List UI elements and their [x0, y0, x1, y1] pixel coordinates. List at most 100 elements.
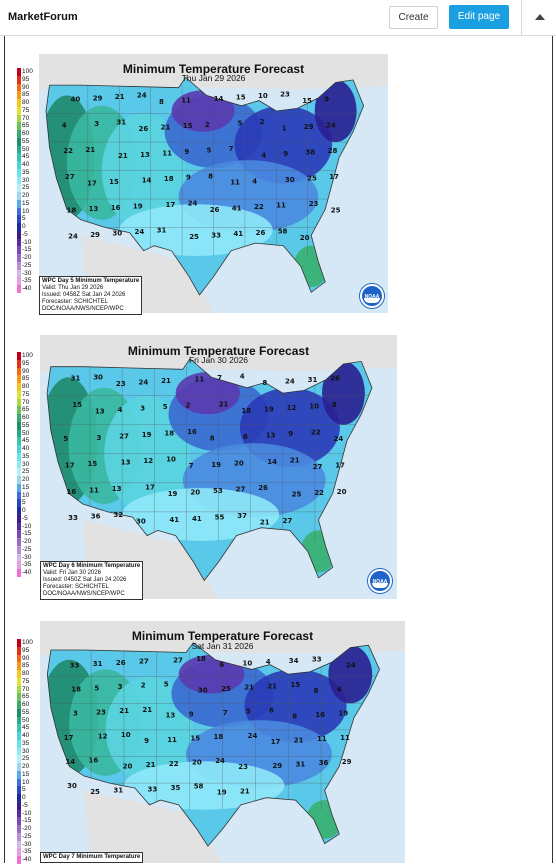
temperature-value: 18 [214, 733, 224, 741]
temperature-value: 11 [276, 202, 286, 210]
legend-swatch [17, 99, 21, 108]
temperature-value: 32 [113, 511, 123, 519]
canada-land [40, 621, 405, 655]
temperature-value: 3 [97, 434, 102, 442]
temperature-value: 25 [292, 491, 302, 499]
temperature-value: 24 [248, 732, 258, 740]
temperature-value: 26 [330, 375, 340, 383]
legend-swatch [17, 359, 21, 368]
map-date-1: Thu Jan 29 2026 [181, 73, 246, 83]
temperature-value: 16 [111, 204, 121, 212]
legend-swatch [17, 414, 21, 423]
us-outline [46, 642, 380, 847]
forecast-map-3[interactable]: 33 31 26 27 27 18 6 10 4 34 33 24 18 5 3 2 5 30 25 21 21 15 8 4… [40, 621, 405, 863]
temperature-value: 41 [232, 205, 242, 213]
legend-swatch [17, 530, 21, 539]
temperature-value: 13 [89, 205, 99, 213]
temperature-value: 23 [309, 200, 319, 208]
collapse-toggle[interactable] [521, 0, 556, 36]
legend-label: 85 [22, 662, 30, 670]
temperature-value: 6 [269, 706, 274, 714]
temperature-value: 21 [142, 706, 152, 714]
info-agency: DOC/NOAA/NWS/NCEP/WPC [42, 306, 124, 312]
temperature-value: 9 [144, 737, 149, 745]
legend-label: 60 [22, 701, 30, 708]
legend-label: 25 [22, 184, 30, 192]
legend-label: 20 [22, 192, 30, 199]
create-button[interactable]: Create [389, 6, 438, 29]
legend-swatch [17, 786, 21, 795]
temperature-value: 23 [280, 91, 290, 99]
temperature-value: 15 [291, 681, 301, 689]
temperature-value: 10 [121, 731, 131, 739]
legend-swatch [17, 176, 21, 185]
legend-swatch [17, 91, 21, 100]
legend-label: 5 [22, 499, 26, 507]
forecast-map-1[interactable]: 40 29 21 24 8 11 14 15 10 23 15 9 4 3 31 26 21 15 2 5 2 1 29 24… [39, 54, 388, 315]
legend-label: 50 [22, 716, 30, 724]
edit-page-button[interactable]: Edit page [449, 5, 509, 29]
temperature-value: 5 [238, 119, 243, 127]
legend-label: -30 [22, 840, 32, 848]
legend-label: -25 [22, 261, 32, 269]
temperature-value: 18 [71, 686, 81, 694]
temperature-value: 55 [215, 513, 225, 521]
temperature-value: 3 [73, 710, 78, 718]
temperature-value: 28 [328, 147, 338, 155]
temperature-value: 19 [133, 202, 143, 210]
temperature-value: 24 [139, 378, 149, 386]
legend-swatch [17, 367, 21, 376]
temperature-value: 4 [62, 122, 67, 130]
legend-swatch [17, 83, 21, 92]
legend-swatch [17, 538, 21, 547]
site-title[interactable]: MarketForum [8, 11, 78, 23]
temperature-value: 26 [116, 659, 126, 667]
legend-swatch [17, 483, 21, 492]
temperature-value: 29 [90, 231, 100, 239]
legend-swatch [17, 215, 21, 224]
legend-swatch [17, 122, 21, 131]
temperature-value: 37 [237, 512, 247, 520]
forecast-map-2[interactable]: 31 30 23 24 21 11 7 4 8 24 31 26 15 13 4 3 5 2 21 18 19 12 10 8… [40, 335, 397, 600]
temperature-value: 15 [88, 460, 98, 468]
legend-label: 55 [22, 421, 30, 429]
temperature-value: 14 [142, 177, 152, 185]
temperature-value: 29 [272, 762, 282, 770]
temperature-value: 20 [192, 759, 202, 767]
temperature-value: 17 [145, 483, 155, 491]
temperature-value: 13 [140, 151, 150, 159]
temperature-value: 27 [139, 658, 149, 666]
temperature-value: 8 [159, 98, 164, 106]
legend-swatch [17, 153, 21, 162]
temperature-value: 40 [71, 96, 81, 104]
temperature-value: 8 [262, 379, 267, 387]
legend-label: -40 [22, 856, 32, 863]
legend-swatch [17, 75, 21, 84]
legend-label: 25 [22, 468, 30, 476]
temperature-value: 23 [238, 763, 248, 771]
temperature-value: 11 [195, 375, 205, 383]
legend-swatch [17, 708, 21, 717]
us-outline [45, 76, 365, 296]
info-issued: Issued: 0458Z Sat Jan 24 2026 [42, 292, 126, 298]
temperature-value: 21 [115, 93, 125, 101]
legend-label: 20 [22, 763, 30, 770]
temperature-value: 7 [223, 709, 228, 717]
legend-swatch [17, 832, 21, 841]
legend-label: 0 [22, 223, 26, 230]
legend-swatch [17, 445, 21, 454]
info-heading: WPC Day 6 Minimum Temperature [43, 563, 141, 569]
legend-label: -5 [22, 514, 28, 522]
temperature-value: 53 [213, 487, 223, 495]
temperature-value: 16 [67, 488, 77, 496]
temperature-value: 11 [317, 735, 327, 743]
legend-label: -5 [22, 230, 28, 238]
legend-swatch [17, 184, 21, 193]
legend-label: 40 [22, 161, 30, 168]
legend-label: -15 [22, 817, 32, 825]
temperature-value: 19 [142, 431, 152, 439]
temperature-value: 9 [184, 148, 189, 156]
temperature-value: 15 [72, 401, 82, 409]
legend-swatch [17, 375, 21, 384]
temperature-value: 29 [304, 123, 314, 131]
